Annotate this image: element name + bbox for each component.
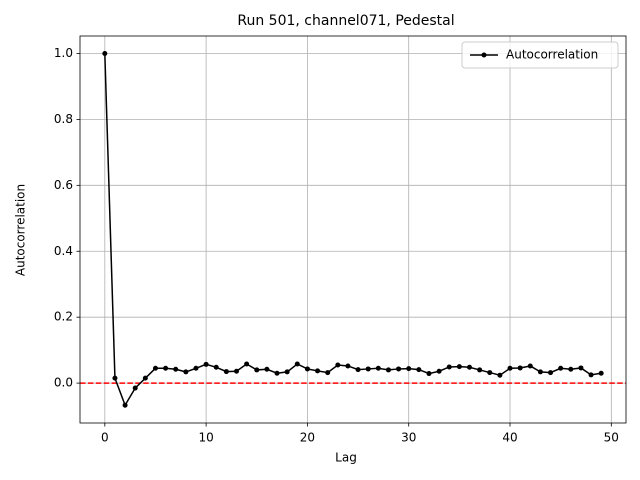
x-tick-label: 30: [401, 431, 416, 445]
data-point: [517, 365, 523, 371]
data-point: [598, 370, 604, 376]
x-tick-label: 20: [300, 431, 315, 445]
data-point: [558, 365, 564, 371]
data-point: [436, 368, 442, 374]
x-tick-label: 10: [198, 431, 213, 445]
data-point: [234, 368, 240, 374]
x-axis-label: Lag: [335, 451, 357, 465]
data-point: [385, 367, 391, 373]
data-point: [335, 362, 341, 368]
data-point: [477, 367, 483, 373]
data-point: [193, 365, 199, 371]
data-point: [173, 366, 179, 372]
data-point: [446, 364, 452, 370]
data-point: [416, 367, 422, 373]
legend-marker: [481, 52, 487, 58]
data-point: [375, 365, 381, 371]
data-point: [274, 370, 280, 376]
x-tick-label: 0: [101, 431, 109, 445]
data-point: [284, 369, 290, 375]
y-tick-label: 0.0: [54, 376, 73, 390]
data-point: [325, 370, 331, 376]
data-point: [527, 363, 533, 369]
data-point: [264, 366, 270, 372]
data-point: [588, 372, 594, 378]
y-tick-label: 0.4: [54, 244, 73, 258]
y-axis-label: Autocorrelation: [14, 184, 28, 276]
legend-box: [461, 41, 619, 69]
x-tick-label: 40: [502, 431, 517, 445]
data-point: [254, 367, 260, 373]
data-point: [315, 368, 321, 374]
data-point: [406, 366, 412, 372]
data-point: [507, 365, 513, 371]
data-point: [183, 369, 189, 375]
data-point: [122, 402, 128, 408]
data-point: [244, 361, 250, 367]
data-point: [142, 375, 148, 381]
data-point: [365, 366, 371, 372]
data-point: [163, 365, 169, 371]
plot-frame: [79, 35, 627, 424]
data-point: [568, 366, 574, 372]
data-point: [223, 369, 229, 375]
data-point: [294, 361, 300, 367]
legend-label: Autocorrelation: [506, 48, 598, 62]
data-point: [396, 366, 402, 372]
data-point: [426, 371, 432, 377]
data-point: [203, 361, 209, 367]
data-point: [355, 367, 361, 373]
data-point: [456, 364, 462, 370]
data-point: [466, 364, 472, 370]
y-tick-label: 0.6: [54, 178, 73, 192]
data-point: [213, 364, 219, 370]
x-tick-label: 50: [604, 431, 619, 445]
data-point: [345, 363, 351, 369]
y-tick-label: 0.2: [54, 310, 73, 324]
data-point: [497, 372, 503, 378]
data-point: [537, 369, 543, 375]
data-point: [578, 365, 584, 371]
data-point: [132, 385, 138, 391]
chart-title: Run 501, channel071, Pedestal: [237, 13, 454, 29]
y-tick-label: 1.0: [54, 46, 73, 60]
y-tick-label: 0.8: [54, 112, 73, 126]
data-point: [152, 365, 158, 371]
data-point: [304, 366, 310, 372]
data-point: [548, 370, 554, 376]
data-point: [102, 50, 108, 56]
data-point: [112, 375, 118, 381]
data-point: [487, 370, 493, 376]
